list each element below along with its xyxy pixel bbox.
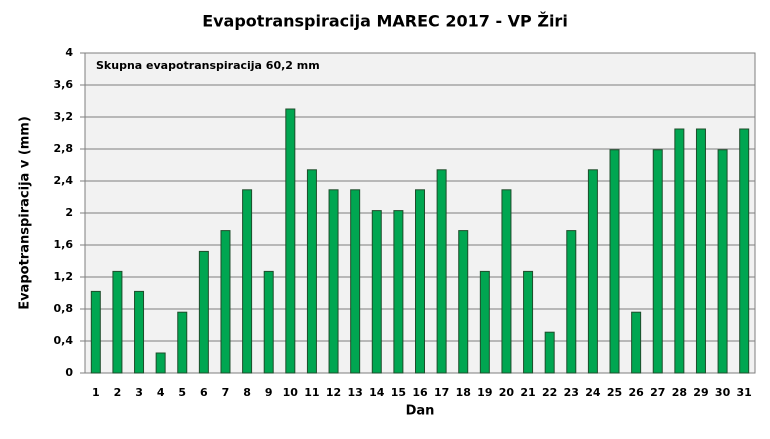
y-tick-label: 2,4 [54,174,74,187]
bar [177,311,188,374]
y-tick-label: 3,6 [54,78,74,91]
bar [134,290,145,374]
bar [479,270,490,374]
y-tick-label: 1,2 [54,270,74,283]
bar [220,230,231,374]
bar [328,189,339,374]
x-tick-label: 6 [200,386,208,399]
y-tick-label: 1,6 [54,238,74,251]
bar [306,169,317,374]
chart-title: Evapotranspiracija MAREC 2017 - VP Žiri [202,12,568,31]
x-tick-label: 12 [326,386,341,399]
x-tick-label: 2 [114,386,122,399]
y-tick-label: 0 [65,366,73,379]
bar [717,149,728,374]
y-tick-label: 0,4 [54,334,74,347]
x-tick-label: 16 [412,386,428,399]
x-tick-label: 26 [628,386,644,399]
bar [609,149,620,374]
bar [285,108,296,374]
x-tick-label: 31 [737,386,752,399]
bar [415,189,425,374]
x-tick-label: 7 [222,386,230,399]
y-tick-label: 2 [65,206,73,219]
bar [263,270,274,374]
bar [587,169,598,374]
bar [436,169,447,374]
y-tick-label: 4 [65,46,73,59]
x-tick-label: 27 [650,386,665,399]
bar [631,311,642,374]
bar [674,128,685,374]
x-tick-label: 17 [434,386,449,399]
y-tick-label: 0,8 [54,302,74,315]
x-tick-label: 23 [564,386,579,399]
bar [371,210,382,374]
x-tick-label: 11 [304,386,319,399]
y-tick-label: 3,2 [54,110,74,123]
x-tick-label: 4 [157,386,165,399]
x-tick-label: 30 [715,386,731,399]
x-tick-label: 22 [542,386,557,399]
bar [112,270,123,374]
y-axis-title: Evapotranspiracija v (mm) [18,116,33,310]
y-tick-label: 2,8 [54,142,74,155]
x-tick-label: 5 [178,386,186,399]
x-tick-label: 29 [693,386,708,399]
bar [242,189,253,374]
x-tick-label: 14 [369,386,385,399]
x-tick-label: 18 [456,386,471,399]
annotation: Skupna evapotranspiracija 60,2 mm [96,59,320,72]
bar [155,352,166,374]
x-tick-label: 21 [520,386,535,399]
x-tick-label: 19 [477,386,492,399]
x-tick-label: 3 [135,386,143,399]
x-tick-label: 24 [585,386,601,399]
bar [501,189,512,374]
x-tick-label: 20 [499,386,515,399]
x-tick-label: 8 [243,386,251,399]
bar [350,189,361,374]
x-tick-label: 25 [607,386,622,399]
bar [90,290,101,374]
bar [523,270,534,374]
bar [739,128,750,374]
bar [198,250,209,374]
x-tick-label: 15 [391,386,406,399]
bar [652,149,663,374]
x-tick-label: 1 [92,386,100,399]
bar [566,230,577,374]
bar [458,230,469,374]
bar [393,210,404,374]
bar [695,128,706,374]
x-axis-title: Dan [406,404,435,419]
x-tick-label: 10 [283,386,299,399]
bar [544,331,555,374]
x-tick-label: 28 [672,386,687,399]
x-tick-label: 9 [265,386,273,399]
x-tick-label: 13 [348,386,363,399]
